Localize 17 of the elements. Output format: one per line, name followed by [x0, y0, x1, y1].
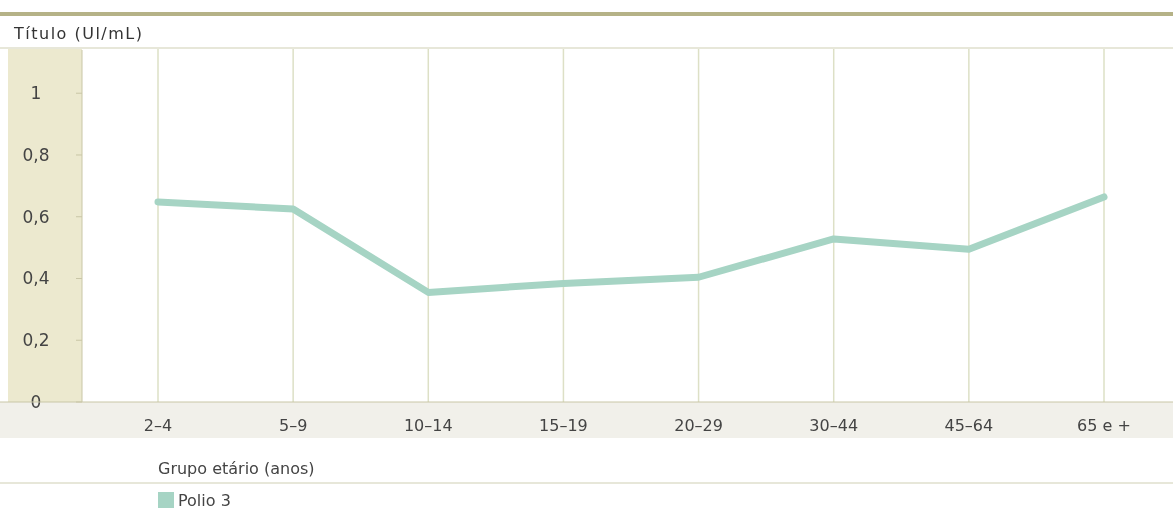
y-tick-label: 0,2 — [22, 330, 50, 351]
x-tick-label: 20–29 — [674, 416, 723, 435]
y-axis-title: Título (Ul/mL) — [13, 24, 144, 43]
y-tick-label: 1 — [30, 83, 42, 104]
x-tick-label: 30–44 — [809, 416, 859, 435]
y-tick-label: 0 — [30, 392, 42, 412]
y-tick-label: 0,6 — [22, 206, 50, 227]
x-tick-label: 45–64 — [944, 416, 994, 435]
x-axis-title: Grupo etário (anos) — [158, 459, 315, 478]
y-tick-label: 0,8 — [22, 144, 50, 165]
x-tick-label: 10–14 — [403, 416, 453, 435]
x-tick-label: 15–19 — [539, 416, 588, 435]
x-tick-label: 2–4 — [143, 416, 173, 435]
legend-label: Polio 3 — [178, 491, 231, 510]
x-tick-label: 5–9 — [278, 416, 308, 435]
y-tick-label: 0,4 — [22, 268, 50, 289]
x-tick-label: 65 e + — [1077, 416, 1131, 435]
